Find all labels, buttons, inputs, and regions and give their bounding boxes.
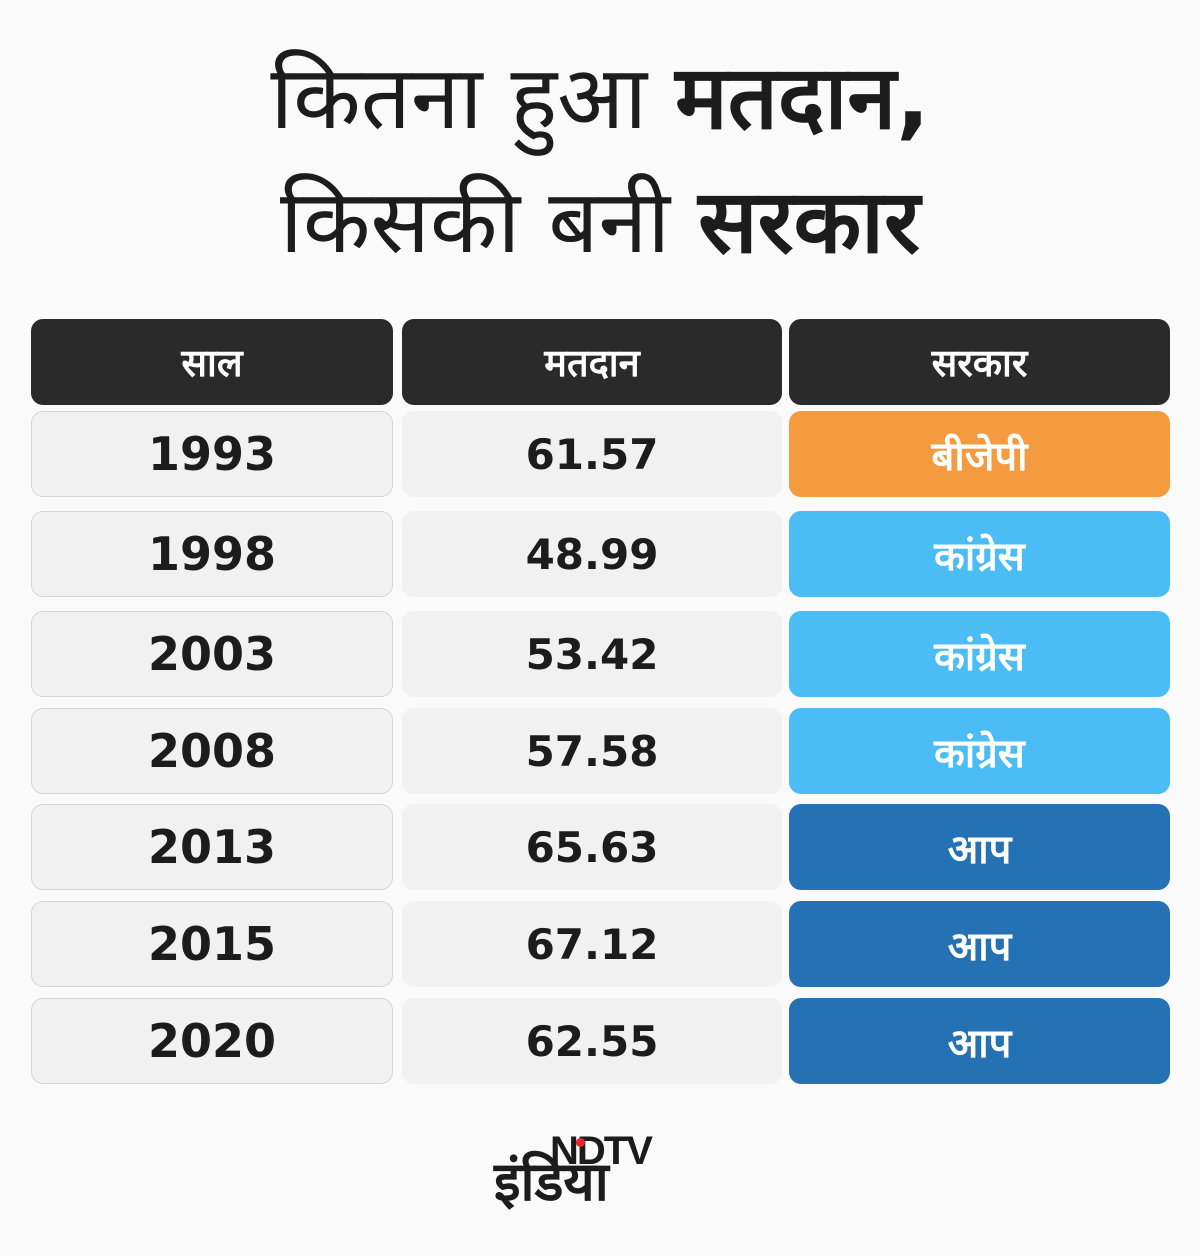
cell-year: 2015: [31, 901, 393, 987]
table-row: 2008 57.58 कांग्रेस: [31, 708, 1170, 794]
table-row: 1993 61.57 बीजेपी: [31, 411, 1170, 497]
cell-turnout: 61.57: [402, 411, 782, 497]
header-turnout: मतदान: [402, 319, 782, 405]
title-line-1-regular: कितना हुआ: [270, 46, 676, 149]
cell-year: 2020: [31, 998, 393, 1084]
table-header-row: साल मतदान सरकार: [31, 319, 1170, 405]
cell-government: आप: [789, 901, 1170, 987]
logo-red-dot: [576, 1138, 585, 1147]
title-line-2: किसकी बनी सरकार: [0, 160, 1200, 284]
title-line-2-bold: सरकार: [698, 170, 920, 273]
cell-year: 1993: [31, 411, 393, 497]
cell-government: कांग्रेस: [789, 708, 1170, 794]
cell-year: 2008: [31, 708, 393, 794]
cell-turnout: 67.12: [402, 901, 782, 987]
title-line-2-regular: किसकी बनी: [280, 170, 699, 273]
cell-government: कांग्रेस: [789, 611, 1170, 697]
cell-turnout: 65.63: [402, 804, 782, 890]
logo-india-text: इंडिया: [494, 1150, 609, 1213]
cell-government: बीजेपी: [789, 411, 1170, 497]
chart-title: कितना हुआ मतदान, किसकी बनी सरकार: [0, 36, 1200, 284]
cell-government: आप: [789, 804, 1170, 890]
title-line-1: कितना हुआ मतदान,: [0, 36, 1200, 160]
table-row: 2013 65.63 आप: [31, 804, 1170, 890]
cell-turnout: 48.99: [402, 511, 782, 597]
cell-turnout: 57.58: [402, 708, 782, 794]
cell-year: 2003: [31, 611, 393, 697]
header-government: सरकार: [789, 319, 1170, 405]
title-line-1-bold: मतदान,: [675, 46, 930, 149]
cell-turnout: 53.42: [402, 611, 782, 697]
table-row: 2015 67.12 आप: [31, 901, 1170, 987]
cell-year: 1998: [31, 511, 393, 597]
cell-turnout: 62.55: [402, 998, 782, 1084]
table-row: 1998 48.99 कांग्रेस: [31, 511, 1170, 597]
cell-year: 2013: [31, 804, 393, 890]
header-year: साल: [31, 319, 393, 405]
table-row: 2003 53.42 कांग्रेस: [31, 611, 1170, 697]
ndtv-india-logo: NDTV इंडिया: [494, 1130, 706, 1214]
cell-government: कांग्रेस: [789, 511, 1170, 597]
logo-ndtv-text: NDTV: [550, 1129, 653, 1173]
table-row: 2020 62.55 आप: [31, 998, 1170, 1084]
cell-government: आप: [789, 998, 1170, 1084]
